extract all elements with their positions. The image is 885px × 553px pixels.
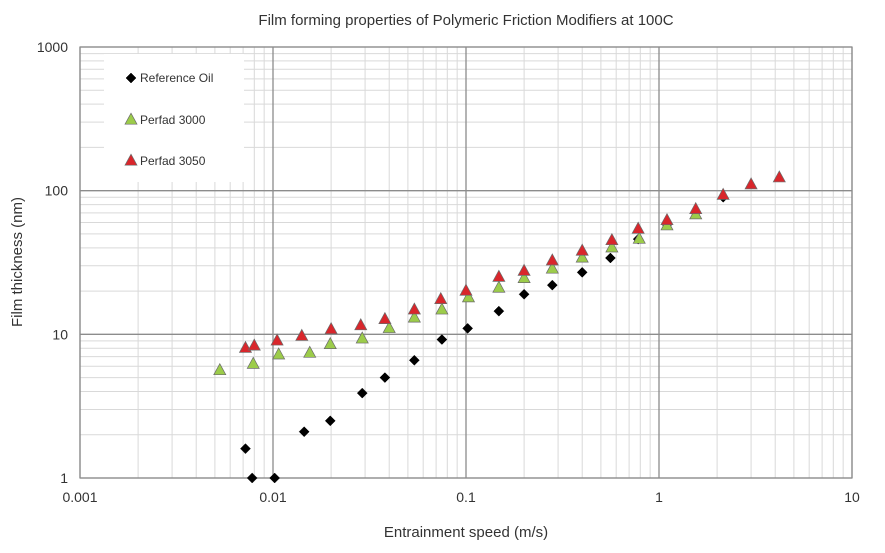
data-point	[324, 321, 338, 335]
data-point	[660, 212, 674, 226]
data-point	[545, 261, 559, 274]
data-point	[378, 311, 392, 324]
data-point	[246, 356, 260, 369]
x-tick-label: 0.001	[62, 489, 97, 505]
data-point	[492, 280, 506, 293]
x-tick-label: 10	[844, 489, 860, 505]
chart-title: Film forming properties of Polymeric Fri…	[258, 12, 673, 29]
y-tick-label: 1	[60, 470, 68, 486]
data-point	[355, 331, 369, 344]
data-point	[518, 288, 530, 300]
data-point	[689, 201, 703, 214]
data-point	[631, 221, 645, 234]
data-point	[298, 426, 310, 438]
data-point	[269, 472, 281, 484]
legend-marker	[125, 72, 137, 84]
data-point	[324, 415, 336, 427]
legend-label: Reference Oil	[140, 71, 213, 85]
legend-marker	[124, 153, 138, 166]
y-tick-label: 1000	[37, 39, 68, 55]
data-point	[744, 177, 758, 190]
y-axis-title: Film thickness (nm)	[9, 197, 26, 327]
data-point	[356, 387, 368, 399]
data-point	[605, 240, 619, 253]
data-point	[354, 318, 368, 331]
data-point	[545, 253, 559, 266]
data-point	[575, 243, 589, 256]
data-point	[517, 263, 531, 276]
x-axis-tick-labels: 0.001 0.01 0.1 1 10	[62, 489, 860, 505]
data-point	[246, 472, 258, 484]
legend-label: Perfad 3000	[140, 113, 206, 127]
legend: Reference Oil Perfad 3000 Perfad 3050	[104, 54, 244, 182]
y-tick-label: 10	[52, 326, 68, 342]
x-tick-label: 0.01	[259, 489, 286, 505]
data-point	[772, 170, 786, 183]
data-point	[247, 338, 261, 351]
x-tick-label: 1	[655, 489, 663, 505]
data-point	[575, 250, 589, 263]
data-point	[436, 334, 448, 345]
y-axis-tick-labels: 1 10 100 1000	[37, 39, 68, 486]
legend-marker	[124, 112, 138, 125]
legend-label: Perfad 3050	[140, 154, 206, 168]
data-point	[270, 333, 284, 346]
data-point	[407, 302, 421, 315]
data-point	[434, 291, 448, 304]
data-point	[517, 270, 531, 283]
data-point	[605, 232, 619, 246]
x-axis-title: Entrainment speed (m/s)	[384, 524, 548, 541]
data-point	[716, 187, 730, 200]
y-tick-label: 100	[45, 183, 69, 199]
data-point	[493, 305, 505, 317]
data-point	[408, 354, 420, 366]
plot-area-border	[79, 46, 853, 479]
data-point	[213, 362, 227, 376]
data-point	[435, 302, 449, 315]
data-point	[240, 443, 251, 455]
data-point	[272, 347, 286, 360]
data-point	[323, 336, 337, 350]
series-perfad-3050	[238, 170, 786, 353]
data-point	[605, 252, 616, 264]
data-point	[461, 290, 476, 303]
data-point	[295, 328, 309, 341]
data-points	[213, 170, 786, 484]
data-point	[407, 310, 421, 323]
data-point	[303, 345, 317, 358]
data-point	[492, 269, 506, 282]
series-perfad-3000	[213, 207, 703, 376]
data-point	[462, 323, 474, 334]
data-point	[382, 320, 396, 333]
data-point	[459, 283, 473, 296]
data-point	[576, 267, 588, 278]
data-point	[632, 231, 646, 244]
data-point	[379, 372, 391, 383]
x-tick-label: 0.1	[456, 489, 476, 505]
data-point	[546, 279, 558, 291]
